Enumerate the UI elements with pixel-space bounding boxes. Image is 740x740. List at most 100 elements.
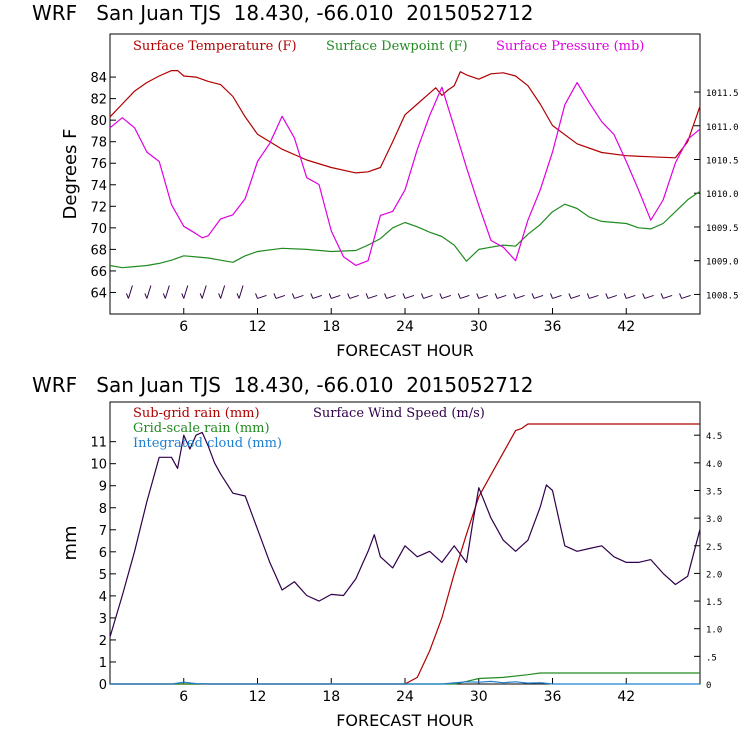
bottom-y-tick-label: 1 xyxy=(99,656,107,671)
wind-barb-flag xyxy=(605,293,609,299)
top-y-tick-label: 84 xyxy=(90,71,107,86)
wind-barb-flag xyxy=(531,293,535,299)
legend-surface-temperature: Surface Temperature (F) xyxy=(133,39,297,54)
top-series-surface-pressure-mb xyxy=(109,81,701,266)
top-y2-tick-label: 1011.5 xyxy=(706,89,739,99)
wind-barb xyxy=(570,294,581,299)
legend-surface-pressure: Surface Pressure (mb) xyxy=(496,39,644,54)
bottom-y2-tick-label: 2.0 xyxy=(706,570,722,580)
top-y-tick-label: 66 xyxy=(90,265,107,280)
wind-barb xyxy=(146,285,152,299)
bottom-x-axis: 6 12 18 24 30 36 42 xyxy=(179,678,635,705)
legend-subgrid-rain: Sub-grid rain (mm) xyxy=(133,406,260,421)
wind-barb-flag xyxy=(384,293,388,299)
wind-barb xyxy=(460,294,470,299)
wind-barb xyxy=(662,294,673,299)
top-x-axis-label: FORECAST HOUR xyxy=(336,341,474,360)
top-x-tick-label: 18 xyxy=(322,319,340,335)
top-series-surface-dewpoint-f xyxy=(109,190,701,269)
wind-barb xyxy=(681,294,691,299)
wind-barb xyxy=(589,294,599,299)
bottom-y2-tick-label: 4.5 xyxy=(706,432,722,442)
bottom-x-axis-label: FORECAST HOUR xyxy=(336,711,474,730)
bottom-y-tick-label: 2 xyxy=(99,634,107,649)
bottom-y2-tick-label: 1.0 xyxy=(706,626,722,636)
bottom-panel: WRF San Juan TJS 18.430, -66.010 2015052… xyxy=(32,373,722,730)
top-series-group xyxy=(109,69,701,269)
wind-barb xyxy=(441,294,452,299)
wind-barb-flag xyxy=(328,293,332,299)
bottom-x-tick-label: 24 xyxy=(396,689,414,705)
bottom-series-group xyxy=(109,423,701,685)
wind-barb-flag xyxy=(310,293,314,299)
wind-barb xyxy=(644,294,654,299)
wind-barb xyxy=(423,294,433,299)
bottom-y-tick-label: 9 xyxy=(99,480,107,495)
top-y-tick-label: 80 xyxy=(90,114,107,129)
top-y2-tick-label: 1011.0 xyxy=(706,123,739,133)
top-legend: Surface Temperature (F) Surface Dewpoint… xyxy=(133,39,644,54)
wind-barb-flag xyxy=(476,293,480,299)
wind-barb-flag xyxy=(550,293,553,299)
wind-barb xyxy=(312,294,322,299)
wind-barb xyxy=(497,294,507,299)
wind-barb-flag xyxy=(439,293,443,299)
top-y-tick-label: 74 xyxy=(90,179,107,194)
top-y-tick-label: 82 xyxy=(90,93,107,108)
wind-barb xyxy=(367,294,378,299)
wind-barb xyxy=(607,294,617,299)
bottom-series-surface-wind-speed-m-s xyxy=(109,431,701,638)
wind-barb-flag xyxy=(642,293,646,299)
wind-barb xyxy=(201,285,207,299)
bottom-y-axis: 0 1 2 3 4 5 6 7 8 9 10 11 xyxy=(90,436,116,693)
bottom-x-tick-label: 42 xyxy=(617,689,635,705)
bottom-y-tick-label: 8 xyxy=(99,502,107,517)
top-y2-tick-label: 1009.5 xyxy=(706,224,739,234)
wind-barb-flag xyxy=(457,293,461,299)
wind-barb xyxy=(127,285,133,299)
wind-barb-flag xyxy=(218,293,222,299)
wind-barb-flag xyxy=(125,293,129,299)
wind-barb xyxy=(331,294,341,299)
bottom-y2-tick-label: 2.5 xyxy=(706,543,722,553)
top-title: WRF San Juan TJS 18.430, -66.010 2015052… xyxy=(32,1,533,25)
wind-barb-flag xyxy=(623,293,627,299)
wind-barb xyxy=(257,294,267,299)
bottom-legend: Sub-grid rain (mm) Surface Wind Speed (m… xyxy=(133,406,485,451)
top-y-axis-label: Degrees F xyxy=(60,129,81,220)
wind-barb xyxy=(626,294,636,299)
wind-barb xyxy=(164,285,170,299)
bottom-series-sub-grid-rain-mm xyxy=(110,423,700,685)
top-x-tick-label: 30 xyxy=(470,319,488,335)
bottom-x-tick-label: 18 xyxy=(322,689,340,705)
wind-barb xyxy=(183,285,189,299)
top-y-tick-label: 76 xyxy=(90,157,107,172)
wind-barb-flag xyxy=(144,293,148,299)
bottom-y2-tick-label: 4.0 xyxy=(706,460,722,470)
top-y-axis: 64 66 68 70 72 74 76 78 80 82 84 xyxy=(90,71,116,301)
bottom-y-tick-label: 7 xyxy=(99,524,107,539)
top-y-tick-label: 70 xyxy=(90,222,107,237)
top-y-tick-label: 68 xyxy=(90,243,107,258)
wind-barb-flag xyxy=(162,293,166,299)
bottom-y2-tick-label: 3.0 xyxy=(706,515,722,525)
wind-barb-flag xyxy=(660,293,664,299)
bottom-series-grid-scale-rain-mm xyxy=(110,672,700,685)
wind-barb-flag xyxy=(181,293,185,299)
wind-barb-flag xyxy=(291,293,295,299)
legend-surface-wind-speed: Surface Wind Speed (m/s) xyxy=(313,406,485,421)
wind-barb-flag xyxy=(347,293,351,299)
wind-barb-flag xyxy=(420,293,424,299)
wind-barb xyxy=(515,294,525,299)
top-series-surface-temperature-f xyxy=(109,69,701,174)
top-y-tick-label: 72 xyxy=(90,200,107,215)
top-panel: WRF San Juan TJS 18.430, -66.010 2015052… xyxy=(32,1,739,360)
wind-barb-flag xyxy=(586,293,590,299)
wind-barb-row xyxy=(125,285,691,299)
top-y-tick-label: 64 xyxy=(90,286,107,301)
bottom-y2-tick-label: .5 xyxy=(706,653,717,663)
bottom-y2-tick-label: 0 xyxy=(706,681,711,691)
wind-barb-flag xyxy=(236,293,240,299)
